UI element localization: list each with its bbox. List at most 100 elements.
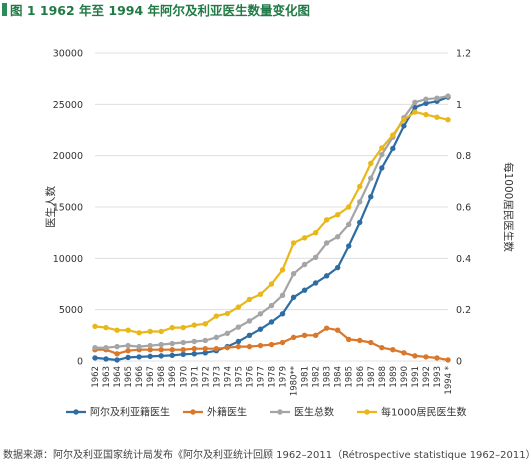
- x-tick-label: 1972: [201, 366, 211, 388]
- data-point: [191, 345, 197, 352]
- y2-tick-label: 0: [456, 357, 462, 368]
- data-point: [268, 302, 275, 309]
- data-point: [235, 304, 242, 310]
- data-point: [246, 343, 253, 350]
- data-point: [180, 351, 186, 358]
- data-point: [147, 353, 153, 360]
- legend-label: 医生总数: [294, 406, 334, 419]
- data-point: [279, 339, 286, 346]
- y-tick-label: 15000: [53, 203, 83, 214]
- x-tick-label: 1969: [168, 366, 178, 388]
- data-point: [136, 343, 142, 350]
- data-point: [346, 221, 352, 228]
- data-point: [103, 324, 109, 331]
- data-point: [312, 229, 319, 236]
- x-tick-label: 1976: [245, 366, 255, 388]
- data-point: [202, 321, 209, 327]
- data-point: [224, 330, 231, 336]
- y-tick-label: 25000: [53, 100, 83, 111]
- data-point: [357, 337, 363, 344]
- data-point: [202, 350, 209, 356]
- data-point: [125, 354, 131, 361]
- x-tick-label: 1974: [223, 366, 233, 388]
- data-point: [114, 351, 120, 357]
- data-point: [290, 334, 297, 341]
- series-group: [92, 94, 451, 363]
- data-point: [114, 343, 120, 350]
- data-point: [423, 100, 429, 107]
- series-group: [92, 93, 451, 351]
- data-point: [268, 281, 275, 287]
- data-point: [357, 219, 363, 226]
- data-point: [180, 324, 186, 331]
- data-point: [147, 342, 153, 349]
- data-point: [114, 357, 120, 363]
- data-point: [246, 332, 253, 339]
- data-point: [434, 355, 440, 361]
- data-point: [169, 324, 175, 331]
- source-note: 数据来源：阿尔及利亚国家统计局发布《阿尔及利亚统计回顾 1962–2011（Ré…: [3, 450, 531, 461]
- x-tick-label: 1990: [400, 366, 410, 388]
- legend-item: 每1000居民医生数: [357, 406, 466, 419]
- x-tick-label: 1987: [367, 366, 377, 388]
- data-point: [445, 117, 451, 123]
- data-point: [180, 347, 186, 353]
- x-tick-label: 1970: [179, 366, 189, 388]
- data-point: [312, 280, 319, 286]
- data-point: [368, 160, 374, 167]
- legend-label: 阿尔及利亚籍医生: [90, 406, 170, 419]
- x-tick-label: 1978: [268, 366, 278, 388]
- data-point: [301, 287, 308, 293]
- legend-swatch-marker: [364, 409, 370, 415]
- data-point: [434, 95, 440, 101]
- data-point: [445, 357, 451, 363]
- data-point: [224, 310, 231, 317]
- figure-title-bar: 图 1 1962 年至 1994 年阿尔及利亚医生数量变化图: [2, 1, 310, 18]
- data-point: [125, 348, 131, 354]
- data-point: [423, 96, 429, 102]
- data-point: [323, 217, 330, 223]
- x-tick-label: 1966: [135, 366, 145, 388]
- data-point: [92, 344, 98, 351]
- x-tick-label: 1992: [422, 366, 432, 388]
- data-point: [290, 240, 297, 246]
- x-tick-label: 1994 *: [444, 366, 454, 395]
- data-point: [202, 337, 209, 344]
- y2-axis-title: 每1000居民医生数: [502, 162, 515, 252]
- data-point: [334, 327, 341, 333]
- data-point: [191, 322, 197, 328]
- data-point: [246, 318, 253, 324]
- data-point: [334, 264, 341, 271]
- data-point: [158, 341, 164, 348]
- data-point: [434, 114, 440, 120]
- data-point: [279, 267, 286, 273]
- data-point: [390, 145, 396, 152]
- data-point: [346, 243, 352, 249]
- data-point: [346, 204, 352, 210]
- data-point: [202, 345, 209, 352]
- series-group: [92, 325, 451, 363]
- data-point: [401, 350, 407, 356]
- y-tick-label: 30000: [53, 49, 83, 60]
- series-group: [92, 109, 451, 336]
- data-point: [368, 194, 374, 200]
- data-point: [368, 339, 374, 346]
- legend-swatch-marker: [277, 409, 283, 415]
- data-point: [191, 351, 197, 357]
- x-tick-label: 1989: [389, 366, 399, 388]
- x-tick-label: 1962: [91, 366, 101, 388]
- data-point: [169, 340, 175, 347]
- y2-tick-label: 0.8: [456, 151, 471, 162]
- data-point: [412, 353, 418, 359]
- data-point: [147, 347, 153, 353]
- x-tick-label: 1971: [190, 366, 200, 388]
- data-point: [290, 271, 297, 277]
- data-point: [235, 343, 242, 350]
- data-point: [257, 326, 264, 332]
- gridlines: [95, 52, 448, 362]
- data-point: [301, 261, 308, 268]
- chart-area: 0 5000 10000 15000 20000 25000 30000 0 0.2 0.4 0.6…: [44, 49, 515, 419]
- data-point: [368, 175, 374, 181]
- data-point: [301, 332, 308, 339]
- y2-tick-label: 1.2: [456, 49, 471, 60]
